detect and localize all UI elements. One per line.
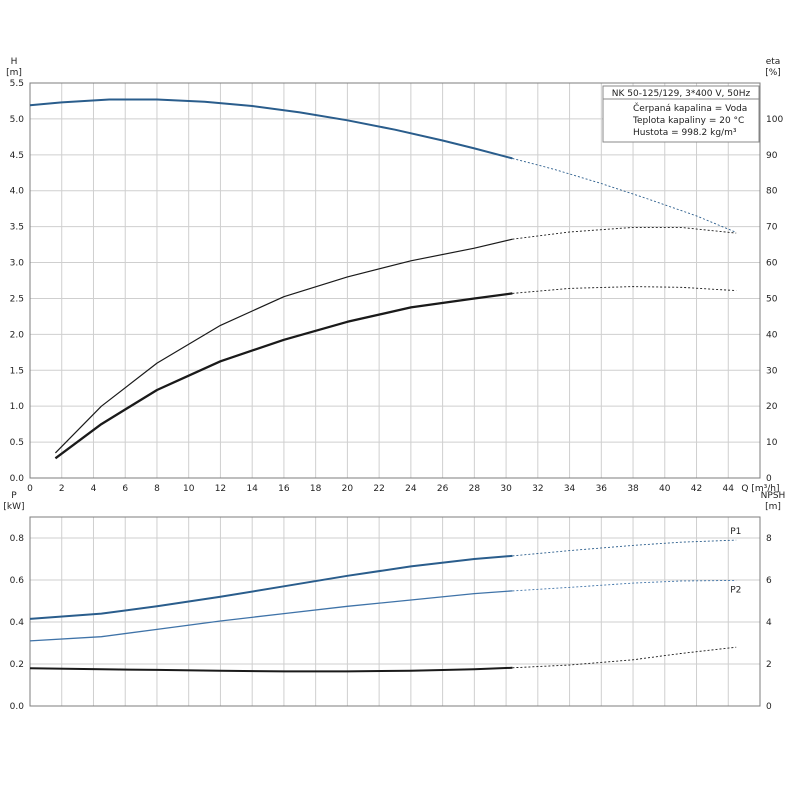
curve-dashed-line (512, 286, 737, 294)
y-left-tick-label: 4.0 (10, 187, 25, 197)
info-liquid: Čerpaná kapalina = Voda (633, 102, 747, 114)
y-left-tick-label: 5.0 (10, 115, 25, 125)
y-right-tick-label: 2 (766, 660, 772, 670)
x-tick-label: 30 (500, 484, 512, 494)
curve-dashed-line (512, 646, 737, 669)
x-tick-label: 32 (532, 484, 543, 494)
curve-dashed-line (512, 157, 737, 233)
x-tick-label: 24 (405, 484, 417, 494)
x-tick-label: 8 (154, 484, 160, 494)
curve-solid-line (54, 292, 513, 460)
y-left-tick-label: 4.5 (10, 151, 24, 161)
y-left-tick-label: 1.0 (10, 402, 25, 412)
x-tick-label: 40 (659, 484, 671, 494)
x-tick-label: 44 (723, 484, 735, 494)
x-tick-label: 20 (342, 484, 354, 494)
x-tick-label: 10 (183, 484, 195, 494)
x-tick-label: 0 (27, 484, 33, 494)
y-left-tick-label: 1.5 (10, 366, 24, 376)
y-left-axis-unit: [m] (6, 68, 22, 78)
y-left-tick-label: 5.5 (10, 79, 24, 89)
y-left-tick-label: 2.5 (10, 294, 24, 304)
x-tick-label: 2 (59, 484, 65, 494)
y-right-tick-label: 6 (766, 576, 772, 586)
y-left-axis-unit: [kW] (3, 502, 24, 512)
y-right-tick-label: 8 (766, 534, 772, 544)
y-right-tick-label: 4 (766, 618, 772, 628)
y-right-tick-label: 70 (766, 223, 778, 233)
y-left-tick-label: 0.8 (10, 534, 25, 544)
x-tick-label: 34 (564, 484, 576, 494)
y-right-tick-label: 90 (766, 151, 778, 161)
y-left-tick-label: 0.4 (10, 618, 25, 628)
y-right-axis-unit: [m] (765, 502, 781, 512)
y-right-axis-title: eta (766, 57, 781, 67)
info-temperature: Teplota kapaliny = 20 °C (632, 116, 744, 126)
y-left-tick-label: 0.0 (10, 702, 25, 712)
y-right-tick-label: 60 (766, 259, 778, 269)
curve-dashed-line (512, 226, 737, 240)
y-left-tick-label: 3.0 (10, 259, 25, 269)
p1-dashed-line (512, 539, 737, 557)
p2-dashed-line (512, 579, 737, 592)
y-left-axis-title: P (11, 491, 17, 501)
y-right-tick-label: 100 (766, 115, 783, 125)
plot-frame (29, 516, 761, 707)
x-tick-label: 28 (469, 484, 481, 494)
y-right-axis-title: NPSH (761, 491, 786, 501)
x-tick-label: 14 (246, 484, 258, 494)
info-box-title: NK 50-125/129, 3*400 V, 50Hz (612, 89, 751, 99)
p2-solid-line (29, 590, 513, 642)
y-right-tick-label: 50 (766, 294, 778, 304)
y-left-tick-label: 2.0 (10, 330, 25, 340)
x-tick-label: 42 (691, 484, 702, 494)
y-left-tick-label: 0.2 (10, 660, 24, 670)
curve-solid-line (29, 98, 513, 160)
y-left-axis-title: H (11, 57, 18, 67)
p2-series-label: P2 (730, 585, 741, 595)
p1-solid-line (29, 554, 513, 620)
y-left-tick-label: 3.5 (10, 223, 24, 233)
plot-frame (29, 82, 761, 479)
y-left-tick-label: 0.5 (10, 438, 24, 448)
y-right-tick-label: 0 (766, 702, 772, 712)
x-tick-label: 36 (596, 484, 608, 494)
x-tick-label: 6 (122, 484, 128, 494)
y-right-tick-label: 10 (766, 438, 778, 448)
x-tick-label: 38 (627, 484, 639, 494)
y-left-tick-label: 0.0 (10, 474, 25, 484)
y-right-tick-label: 20 (766, 402, 778, 412)
y-right-tick-label: 40 (766, 330, 778, 340)
y-left-tick-label: 0.6 (10, 576, 25, 586)
p1-series-label: P1 (730, 527, 741, 537)
y-right-tick-label: 30 (766, 366, 778, 376)
x-tick-label: 16 (278, 484, 290, 494)
x-tick-label: 26 (437, 484, 449, 494)
x-tick-label: 12 (215, 484, 226, 494)
y-right-tick-label: 0 (766, 474, 772, 484)
info-box-frame (602, 85, 760, 143)
x-axis-title: Q [m³/h] (741, 484, 779, 494)
y-right-axis-unit: [%] (765, 68, 781, 78)
info-density: Hustota = 998.2 kg/m³ (633, 128, 737, 138)
curve-solid-line (29, 666, 513, 673)
x-tick-label: 4 (91, 484, 97, 494)
x-tick-label: 18 (310, 484, 322, 494)
x-tick-label: 22 (373, 484, 384, 494)
y-right-tick-label: 80 (766, 187, 778, 197)
curve-solid-line (54, 238, 513, 454)
